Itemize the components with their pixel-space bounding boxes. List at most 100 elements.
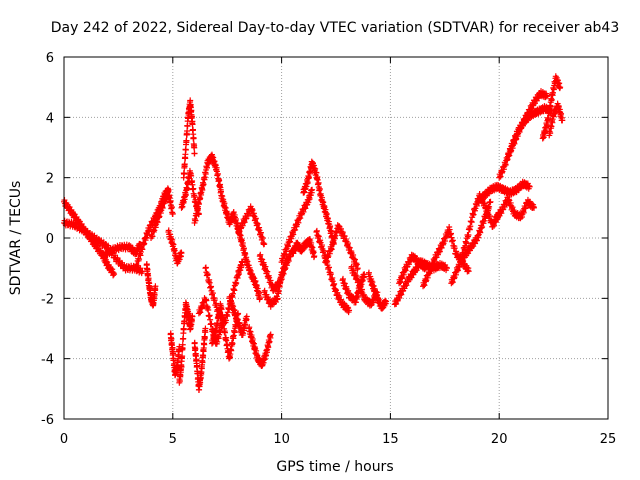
data-point <box>189 313 196 320</box>
data-point <box>205 306 212 313</box>
data-point <box>243 313 250 320</box>
data-point <box>183 137 190 144</box>
data-point <box>346 307 353 314</box>
data-point <box>200 181 207 188</box>
x-tick-label: 0 <box>60 432 68 447</box>
data-point <box>188 172 195 179</box>
x-tick-label: 10 <box>273 432 290 447</box>
data-point <box>114 255 121 262</box>
data-point <box>179 341 186 348</box>
y-tick-label: 0 <box>46 232 54 247</box>
data-point <box>330 239 337 246</box>
data-point <box>152 283 159 290</box>
data-point <box>222 317 229 324</box>
data-point <box>218 306 225 313</box>
data-point <box>267 331 274 338</box>
data-point <box>193 210 200 217</box>
x-tick-label: 5 <box>169 432 177 447</box>
data-point <box>178 364 185 371</box>
data-point <box>548 96 555 103</box>
data-point <box>169 210 176 217</box>
data-point <box>191 144 198 151</box>
data-point <box>463 240 470 247</box>
data-point <box>182 146 189 153</box>
y-tick-label: -4 <box>41 353 54 368</box>
x-tick-label: 15 <box>382 432 399 447</box>
data-points <box>61 73 566 393</box>
y-tick-label: -6 <box>41 413 54 428</box>
data-point <box>274 295 281 302</box>
data-point <box>460 250 467 257</box>
data-point <box>203 297 210 304</box>
data-point <box>465 268 472 275</box>
data-point <box>165 187 172 194</box>
data-point <box>203 164 210 171</box>
data-point <box>222 329 229 336</box>
data-point <box>214 320 221 327</box>
data-point <box>184 185 191 192</box>
data-point <box>256 295 263 302</box>
y-axis-label: SDTVAR / TECUs <box>8 181 24 296</box>
data-point <box>180 335 187 342</box>
data-point <box>184 123 191 130</box>
data-point <box>545 115 552 122</box>
data-point <box>136 256 143 263</box>
data-point <box>239 259 246 266</box>
data-point <box>261 241 268 248</box>
data-point <box>544 93 551 100</box>
data-point <box>206 279 213 286</box>
data-point <box>194 363 201 370</box>
data-point <box>168 204 175 211</box>
data-point <box>179 353 186 360</box>
data-point <box>204 271 211 278</box>
data-point <box>209 290 216 297</box>
data-point <box>526 183 533 190</box>
data-point <box>189 121 196 128</box>
data-point <box>451 245 458 252</box>
data-point <box>316 186 323 193</box>
data-point <box>531 204 538 211</box>
y-tick-label: 2 <box>46 172 54 187</box>
data-point <box>309 186 316 193</box>
data-point <box>178 250 185 257</box>
data-point <box>202 325 209 332</box>
y-tick-label: -2 <box>41 292 54 307</box>
data-point <box>443 265 450 272</box>
data-point <box>233 279 240 286</box>
x-axis-label: GPS time / hours <box>276 459 393 475</box>
data-point <box>277 276 284 283</box>
data-point <box>275 287 282 294</box>
x-tick-label: 25 <box>600 432 617 447</box>
data-point <box>180 325 187 332</box>
data-point <box>487 198 494 205</box>
data-point <box>557 84 564 91</box>
y-tick-label: 6 <box>46 51 54 66</box>
data-point <box>219 315 226 322</box>
axes: 0 5 10 15 20 25 -6 -4 -2 0 2 4 6 <box>41 51 616 447</box>
data-point <box>176 343 183 350</box>
x-tick-label: 20 <box>491 432 508 447</box>
data-point <box>229 340 236 347</box>
data-point <box>190 185 197 192</box>
data-point <box>208 321 215 328</box>
data-point <box>313 169 320 176</box>
data-point <box>220 320 227 327</box>
data-point <box>181 170 188 177</box>
data-point <box>354 265 361 272</box>
data-point <box>467 223 474 230</box>
data-point <box>422 265 429 272</box>
data-point <box>181 161 188 168</box>
data-point <box>449 237 456 244</box>
grid <box>64 57 608 419</box>
data-point <box>559 117 566 124</box>
data-point <box>191 150 198 157</box>
data-point <box>216 177 223 184</box>
y-tick-label: 4 <box>46 111 54 126</box>
data-point <box>383 298 390 305</box>
data-point <box>548 123 555 130</box>
data-point <box>311 253 318 260</box>
data-point <box>465 232 472 239</box>
chart-title: Day 242 of 2022, Sidereal Day-to-day VTE… <box>51 20 620 36</box>
data-point <box>446 226 453 233</box>
